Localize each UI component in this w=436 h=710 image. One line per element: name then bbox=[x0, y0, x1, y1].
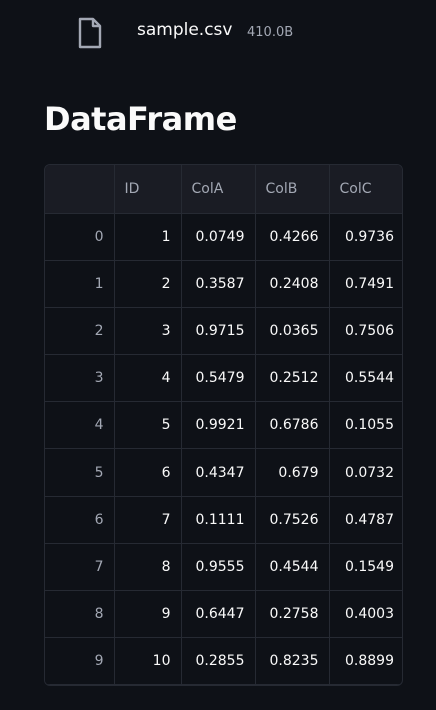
cell-cola[interactable]: 0.0749 bbox=[181, 213, 256, 261]
cell-cola[interactable]: 0.9555 bbox=[181, 543, 256, 592]
table-row: 9 10 0.2855 0.8235 0.8899 bbox=[45, 637, 402, 685]
cell-cola[interactable]: 0.6447 bbox=[181, 590, 256, 639]
cell-cola[interactable]: 0.2855 bbox=[181, 637, 256, 685]
cell-id[interactable]: 5 bbox=[114, 401, 182, 450]
dataframe-table[interactable]: ID ColA ColB ColC 0 1 0.0749 0.4266 0.97… bbox=[44, 164, 403, 686]
cell-id[interactable]: 10 bbox=[114, 637, 182, 685]
cell-colc[interactable]: 0.9736 bbox=[329, 213, 402, 261]
cell-colb[interactable]: 0.2408 bbox=[255, 260, 330, 308]
cell-id[interactable]: 3 bbox=[114, 307, 182, 356]
row-index[interactable]: 3 bbox=[45, 354, 115, 403]
cell-id[interactable]: 9 bbox=[114, 590, 182, 639]
column-header-colc[interactable]: ColC bbox=[329, 165, 402, 214]
column-header-cola[interactable]: ColA bbox=[181, 165, 256, 214]
table-row: 4 5 0.9921 0.6786 0.1055 bbox=[45, 401, 402, 450]
cell-cola[interactable]: 0.3587 bbox=[181, 260, 256, 308]
cell-cola[interactable]: 0.9715 bbox=[181, 307, 256, 356]
row-index[interactable]: 2 bbox=[45, 307, 115, 356]
cell-cola[interactable]: 0.4347 bbox=[181, 448, 256, 497]
table-row: 6 7 0.1111 0.7526 0.4787 bbox=[45, 496, 402, 544]
cell-colc[interactable]: 0.1055 bbox=[329, 401, 402, 450]
cell-colc[interactable]: 0.0732 bbox=[329, 448, 402, 497]
cell-colb[interactable]: 0.4266 bbox=[255, 213, 330, 261]
row-index[interactable]: 6 bbox=[45, 496, 115, 544]
cell-colb[interactable]: 0.4544 bbox=[255, 543, 330, 592]
cell-colc[interactable]: 0.4003 bbox=[329, 590, 402, 639]
cell-colc[interactable]: 0.8899 bbox=[329, 637, 402, 685]
row-index[interactable]: 4 bbox=[45, 401, 115, 450]
cell-cola[interactable]: 0.5479 bbox=[181, 354, 256, 403]
cell-id[interactable]: 7 bbox=[114, 496, 182, 544]
cell-colb[interactable]: 0.8235 bbox=[255, 637, 330, 685]
file-size: 410.0B bbox=[247, 25, 294, 40]
column-header-colb[interactable]: ColB bbox=[255, 165, 330, 214]
row-index[interactable]: 9 bbox=[45, 637, 115, 685]
cell-colb[interactable]: 0.0365 bbox=[255, 307, 330, 356]
row-index[interactable]: 0 bbox=[45, 213, 115, 261]
file-name[interactable]: sample.csv bbox=[137, 20, 233, 40]
page-title: DataFrame bbox=[44, 100, 237, 138]
file-row[interactable]: sample.csv 410.0B bbox=[0, 0, 436, 66]
cell-cola[interactable]: 0.9921 bbox=[181, 401, 256, 450]
table-row: 0 1 0.0749 0.4266 0.9736 bbox=[45, 213, 402, 261]
row-index[interactable]: 7 bbox=[45, 543, 115, 592]
table-row: 8 9 0.6447 0.2758 0.4003 bbox=[45, 590, 402, 639]
cell-colc[interactable]: 0.5544 bbox=[329, 354, 402, 403]
cell-id[interactable]: 1 bbox=[114, 213, 182, 261]
cell-colb[interactable]: 0.2512 bbox=[255, 354, 330, 403]
row-index[interactable]: 5 bbox=[45, 448, 115, 497]
row-index[interactable]: 1 bbox=[45, 260, 115, 308]
row-index[interactable]: 8 bbox=[45, 590, 115, 639]
cell-colb[interactable]: 0.679 bbox=[255, 448, 330, 497]
cell-id[interactable]: 8 bbox=[114, 543, 182, 592]
cell-colb[interactable]: 0.2758 bbox=[255, 590, 330, 639]
table-row: 2 3 0.9715 0.0365 0.7506 bbox=[45, 307, 402, 356]
cell-colc[interactable]: 0.4787 bbox=[329, 496, 402, 544]
header-row: ID ColA ColB ColC bbox=[45, 165, 402, 214]
table-row: 1 2 0.3587 0.2408 0.7491 bbox=[45, 260, 402, 308]
cell-colb[interactable]: 0.7526 bbox=[255, 496, 330, 544]
column-header-id[interactable]: ID bbox=[114, 165, 182, 214]
cell-id[interactable]: 4 bbox=[114, 354, 182, 403]
cell-colc[interactable]: 0.7491 bbox=[329, 260, 402, 308]
table-row: 3 4 0.5479 0.2512 0.5544 bbox=[45, 354, 402, 403]
cell-cola[interactable]: 0.1111 bbox=[181, 496, 256, 544]
cell-id[interactable]: 2 bbox=[114, 260, 182, 308]
file-icon bbox=[78, 17, 102, 49]
cell-colc[interactable]: 0.1549 bbox=[329, 543, 402, 592]
table-row: 5 6 0.4347 0.679 0.0732 bbox=[45, 448, 402, 497]
column-header-index[interactable] bbox=[45, 165, 115, 214]
table-row: 7 8 0.9555 0.4544 0.1549 bbox=[45, 543, 402, 592]
cell-colb[interactable]: 0.6786 bbox=[255, 401, 330, 450]
cell-id[interactable]: 6 bbox=[114, 448, 182, 497]
dataframe-grid: ID ColA ColB ColC 0 1 0.0749 0.4266 0.97… bbox=[45, 165, 402, 685]
cell-colc[interactable]: 0.7506 bbox=[329, 307, 402, 356]
